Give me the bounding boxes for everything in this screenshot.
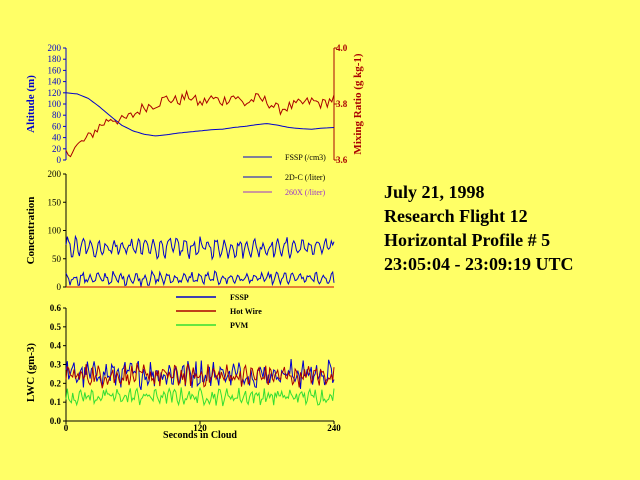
p3-ytick-label: 0.6 <box>50 303 62 313</box>
lwc-pvm-line <box>65 386 335 407</box>
p3-xtick-label: 0 <box>64 423 69 433</box>
p1-ytick-label: 100 <box>48 99 62 109</box>
p1-y2label: Mixing Ratio (g kg-1) <box>352 53 364 154</box>
legend-lwc-pvm-label: PVM <box>230 321 249 330</box>
p2-ytick-label: 200 <box>48 169 62 179</box>
flight-info: July 21, 1998 Research Flight 12 Horizon… <box>384 180 634 276</box>
legend-lwc-hotwire-label: Hot Wire <box>230 307 262 316</box>
legend-lwc-fssp-label: FSSP <box>230 293 249 302</box>
info-profile: Horizontal Profile # 5 <box>384 230 551 250</box>
info-flight: Research Flight 12 <box>384 206 528 226</box>
p1-ytick-label: 20 <box>52 144 62 154</box>
p3-ytick-label: 0.4 <box>50 341 62 351</box>
info-time: 23:05:04 - 23:09:19 UTC <box>384 254 574 274</box>
fssp-concentration-line <box>65 234 335 261</box>
2dc-concentration-line <box>65 269 335 287</box>
p1-y2tick-label: 3.8 <box>336 99 348 109</box>
p1-ytick-label: 60 <box>52 121 62 131</box>
p3-xlabel: Seconds in Cloud <box>163 430 237 441</box>
p3-ytick-label: 0.1 <box>50 397 62 407</box>
p1-ytick-label: 120 <box>48 88 62 98</box>
p3-ytick-label: 0.2 <box>50 378 62 388</box>
legend-2dc-label: 2D-C (/liter) <box>285 173 326 182</box>
legend-260x-label: 260X (/liter) <box>285 188 326 197</box>
p1-y2tick-label: 4.0 <box>336 43 348 53</box>
p1-ytick-label: 0 <box>57 155 62 165</box>
p3-ytick-label: 0.5 <box>50 322 62 332</box>
p2-ytick-label: 0 <box>57 282 62 292</box>
p1-ytick-label: 140 <box>48 77 62 87</box>
mixing-ratio-line <box>65 89 335 158</box>
lwc-hotwire-line <box>65 363 335 389</box>
p1-ytick-label: 80 <box>52 110 62 120</box>
p2-ytick-label: 150 <box>48 197 62 207</box>
p2-ytick-label: 50 <box>52 254 62 264</box>
p2-ytick-label: 100 <box>48 226 62 236</box>
p3-ylabel: LWC (gm-3) <box>25 343 37 403</box>
p3-xtick-label: 240 <box>327 423 341 433</box>
info-date: July 21, 1998 <box>384 182 485 202</box>
p1-ytick-label: 180 <box>48 54 62 64</box>
p2-ylabel: Concentration <box>25 197 37 265</box>
p3-ytick-label: 0.3 <box>50 360 62 370</box>
p1-y2tick-label: 3.6 <box>336 155 348 165</box>
altitude-line <box>65 92 335 137</box>
p1-ytick-label: 40 <box>52 133 62 143</box>
p1-ylabel: Altitude (m) <box>25 75 37 133</box>
p3-xtick-label: 120 <box>193 423 207 433</box>
p1-ytick-label: 160 <box>48 65 62 75</box>
legend-fssp-label: FSSP (/cm3) <box>285 153 326 162</box>
p3-ytick-label: 0.0 <box>50 416 62 426</box>
p1-ytick-label: 200 <box>48 43 62 53</box>
